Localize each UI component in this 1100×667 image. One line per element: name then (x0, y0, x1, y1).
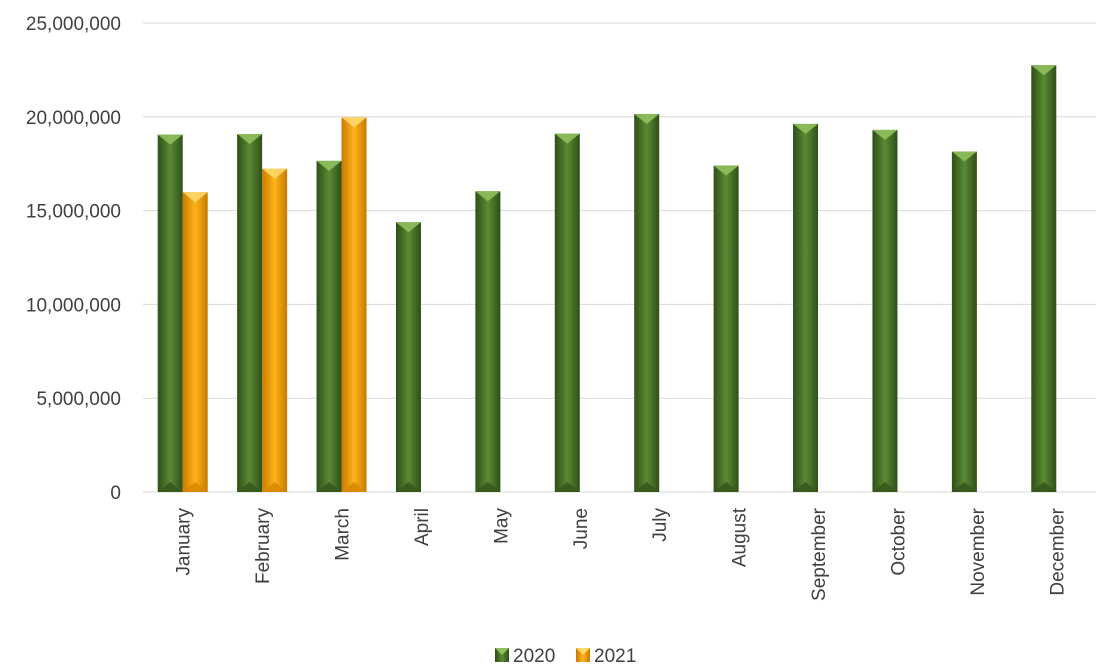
bar-body (237, 134, 263, 492)
gridlines (143, 22, 1096, 493)
bar-bottom-bevel (713, 482, 739, 492)
bar-2020-may (475, 191, 501, 492)
y-tick-label: 10,000,000 (26, 295, 121, 316)
y-tick-label: 20,000,000 (26, 108, 121, 129)
bar-body (872, 129, 898, 492)
bar-2020-january (157, 134, 183, 492)
bar-bottom-bevel (237, 482, 263, 492)
bar-body (475, 191, 501, 492)
x-tick-label: June (571, 508, 592, 549)
bar-bottom-bevel (554, 482, 580, 492)
bar-bottom-bevel (182, 482, 208, 492)
bar-bottom-bevel (157, 482, 183, 492)
legend-swatch-bevel (495, 648, 509, 655)
bar-body (395, 222, 421, 492)
bar-bottom-bevel (793, 482, 819, 492)
y-axis-ticks: 0 5,000,000 10,000,000 15,000,000 20,000,000… (26, 14, 121, 504)
bar-body (554, 133, 580, 492)
bar-top-bevel (262, 168, 288, 179)
x-tick-label: July (650, 508, 671, 542)
bar-bottom-bevel (1031, 482, 1057, 492)
bar-body (157, 134, 183, 492)
bar-2020-august (713, 165, 739, 493)
bar-top-bevel (237, 134, 263, 145)
bar-top-bevel (872, 129, 898, 140)
bar-body (182, 192, 208, 492)
legend-item-2021: 2021 (576, 646, 636, 667)
legend-swatch-bevel (576, 648, 590, 655)
bar-top-bevel (475, 191, 501, 202)
legend: 2020 2021 (495, 646, 636, 667)
x-tick-label: January (174, 508, 195, 576)
bar-bottom-bevel (262, 482, 288, 492)
x-axis-ticks: January February March April May June July Augu… (174, 507, 1069, 601)
bar-body (951, 151, 977, 493)
legend-item-2020: 2020 (495, 646, 555, 667)
bar-2020-june (554, 133, 580, 492)
bar-top-bevel (395, 222, 421, 233)
bar-body (316, 160, 342, 493)
bar-2020-september (793, 123, 819, 492)
y-tick-label: 0 (110, 483, 121, 504)
y-tick-label: 15,000,000 (26, 202, 121, 223)
x-tick-label: March (333, 508, 354, 561)
bar-2021-january (182, 192, 208, 492)
bar-bottom-bevel (951, 482, 977, 492)
y-tick-label: 5,000,000 (36, 389, 121, 410)
bar-body (1031, 65, 1057, 493)
y-tick-label: 25,000,000 (26, 14, 121, 35)
bar-2020-march (316, 160, 342, 493)
bar-body (793, 123, 819, 492)
x-tick-label: April (412, 508, 433, 546)
x-tick-label: August (730, 507, 751, 567)
bar-2020-july (634, 113, 660, 493)
bar-top-bevel (634, 113, 660, 124)
bar-bottom-bevel (341, 482, 367, 492)
bar-top-bevel (316, 160, 342, 171)
bar-bottom-bevel (395, 482, 421, 492)
bar-2020-april (395, 222, 421, 492)
bar-2020-december (1031, 65, 1057, 493)
x-tick-label: May (491, 508, 512, 544)
bar-bottom-bevel (634, 482, 660, 492)
bar-2020-october (872, 129, 898, 492)
legend-label: 2021 (594, 646, 636, 667)
bar-2021-march (341, 117, 367, 493)
bars (157, 65, 1057, 493)
bar-top-bevel (157, 134, 183, 145)
bar-top-bevel (951, 151, 977, 162)
bar-body (262, 168, 288, 492)
x-tick-label: October (888, 507, 909, 575)
bar-top-bevel (713, 165, 739, 176)
x-tick-label: February (253, 508, 274, 585)
bar-top-bevel (182, 192, 208, 203)
bar-top-bevel (554, 133, 580, 144)
bar-bottom-bevel (316, 482, 342, 492)
bar-body (713, 165, 739, 493)
bar-bottom-bevel (475, 482, 501, 492)
legend-label: 2020 (513, 646, 555, 667)
x-tick-label: December (1047, 507, 1068, 595)
bar-top-bevel (793, 123, 819, 134)
bar-top-bevel (341, 117, 367, 128)
x-tick-label: November (968, 507, 989, 595)
bar-2020-november (951, 151, 977, 493)
bar-top-bevel (1031, 65, 1057, 76)
bar-body (634, 113, 660, 493)
bar-body (341, 117, 367, 493)
bar-2021-february (262, 168, 288, 492)
bar-2020-february (237, 134, 263, 492)
bar-bottom-bevel (872, 482, 898, 492)
x-tick-label: September (809, 507, 830, 601)
